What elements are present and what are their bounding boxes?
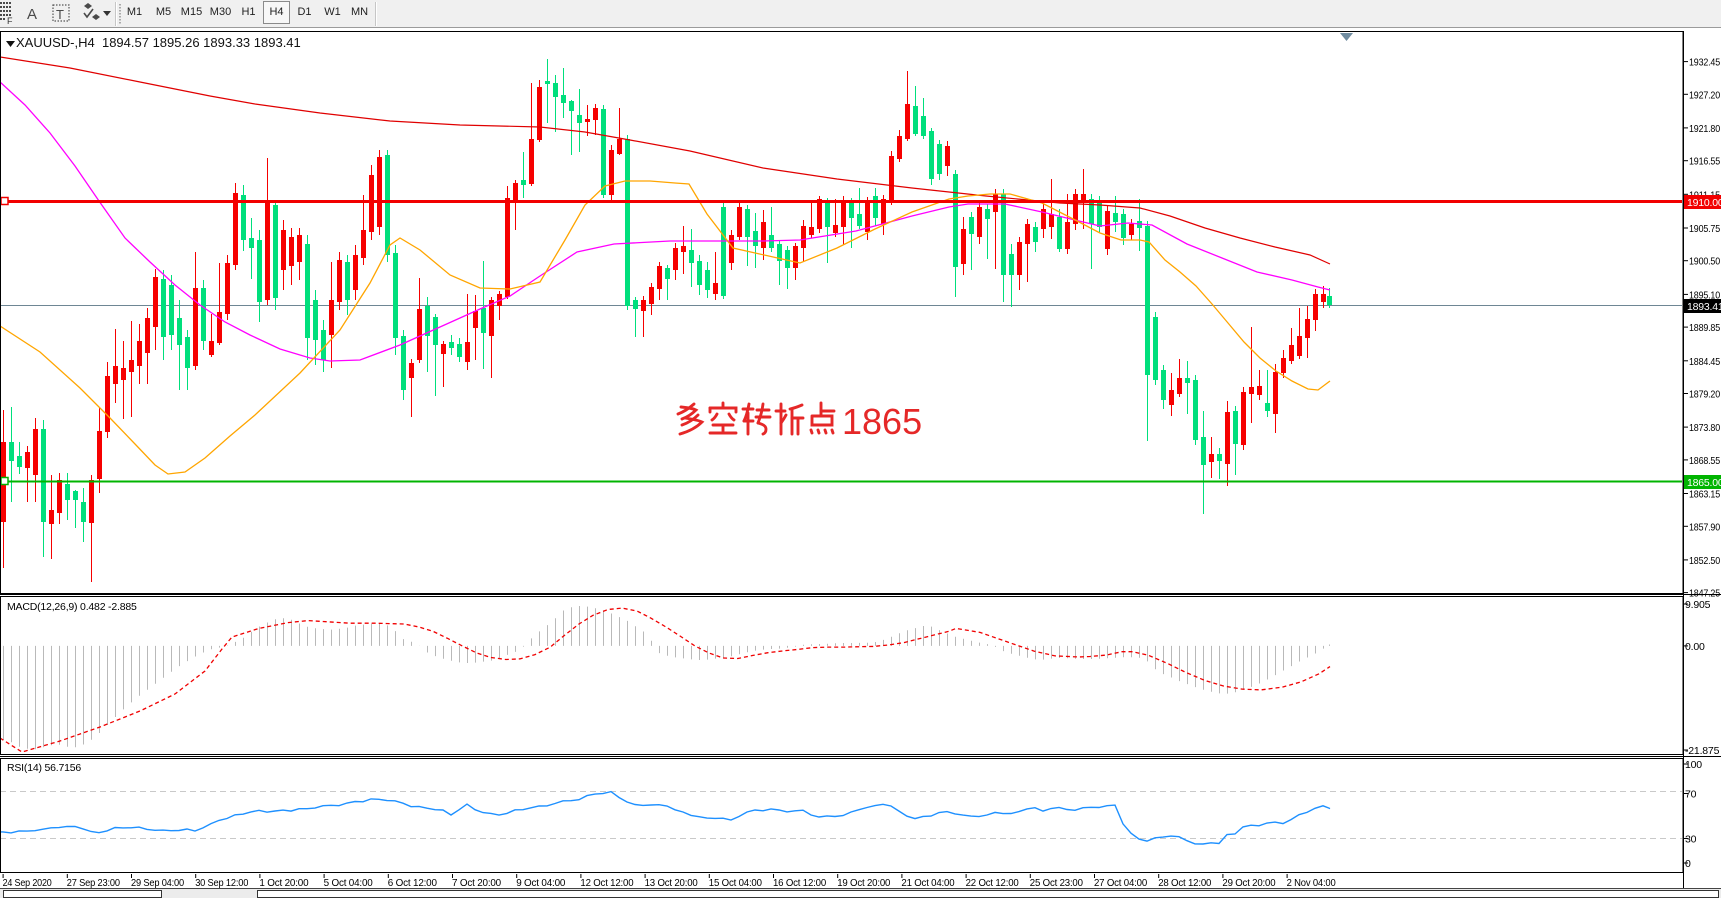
svg-text:6 Oct 12:00: 6 Oct 12:00 (388, 877, 437, 889)
svg-text:1895.10: 1895.10 (1689, 289, 1720, 301)
svg-text:9.905: 9.905 (1685, 599, 1711, 611)
svg-text:1868.55: 1868.55 (1689, 455, 1720, 467)
svg-text:2 Nov 04:00: 2 Nov 04:00 (1287, 877, 1336, 889)
svg-text:13 Oct 20:00: 13 Oct 20:00 (645, 877, 698, 889)
svg-text:21 Oct 04:00: 21 Oct 04:00 (901, 877, 954, 889)
svg-text:F: F (7, 16, 13, 26)
svg-text:25 Oct 23:00: 25 Oct 23:00 (1030, 877, 1083, 889)
svg-text:MACD(12,26,9) 0.482 -2.885: MACD(12,26,9) 0.482 -2.885 (7, 601, 137, 613)
svg-text:XAUUSD-,H4 1894.57 1895.26 18: XAUUSD-,H4 1894.57 1895.26 1893.33 1893.… (16, 35, 301, 50)
svg-text:9 Oct 04:00: 9 Oct 04:00 (516, 877, 565, 889)
svg-text:1932.45: 1932.45 (1689, 57, 1720, 69)
svg-text:A: A (27, 6, 37, 23)
svg-text:16 Oct 12:00: 16 Oct 12:00 (773, 877, 826, 889)
svg-text:100: 100 (1685, 759, 1702, 771)
svg-text:1873.80: 1873.80 (1689, 422, 1720, 434)
svg-text:1893.41: 1893.41 (1687, 301, 1721, 313)
svg-text:1857.90: 1857.90 (1689, 521, 1720, 533)
svg-text:1 Oct 20:00: 1 Oct 20:00 (259, 877, 308, 889)
svg-text:12 Oct 12:00: 12 Oct 12:00 (580, 877, 633, 889)
svg-text:1852.50: 1852.50 (1689, 555, 1720, 567)
svg-text:1863.15: 1863.15 (1689, 489, 1720, 501)
svg-text:0.00: 0.00 (1685, 641, 1705, 653)
svg-text:29 Sep 04:00: 29 Sep 04:00 (131, 877, 184, 889)
svg-text:1927.20: 1927.20 (1689, 89, 1720, 101)
svg-text:15 Oct 04:00: 15 Oct 04:00 (709, 877, 762, 889)
svg-text:27 Oct 04:00: 27 Oct 04:00 (1094, 877, 1147, 889)
svg-text:1900.50: 1900.50 (1689, 256, 1720, 268)
svg-text:1847.25: 1847.25 (1689, 588, 1720, 600)
svg-text:1905.75: 1905.75 (1689, 223, 1720, 235)
svg-text:1910.00: 1910.00 (1687, 197, 1721, 209)
svg-text:19 Oct 20:00: 19 Oct 20:00 (837, 877, 890, 889)
svg-text:27 Sep 23:00: 27 Sep 23:00 (67, 877, 120, 889)
svg-text:1916.55: 1916.55 (1689, 156, 1720, 168)
svg-text:1884.45: 1884.45 (1689, 356, 1720, 368)
svg-text:0: 0 (1685, 858, 1691, 870)
svg-text:30: 30 (1685, 834, 1697, 846)
svg-text:1865: 1865 (842, 401, 922, 442)
svg-text:1921.80: 1921.80 (1689, 123, 1720, 135)
svg-text:70: 70 (1685, 789, 1697, 801)
svg-text:22 Oct 12:00: 22 Oct 12:00 (966, 877, 1019, 889)
svg-text:1865.00: 1865.00 (1687, 477, 1721, 489)
svg-text:30 Sep 12:00: 30 Sep 12:00 (195, 877, 248, 889)
svg-text:-21.875: -21.875 (1685, 745, 1720, 757)
svg-text:T: T (56, 7, 64, 22)
svg-text:24 Sep 2020: 24 Sep 2020 (3, 877, 52, 889)
svg-text:1889.85: 1889.85 (1689, 322, 1720, 334)
svg-text:RSI(14) 56.7156: RSI(14) 56.7156 (7, 762, 81, 774)
svg-text:1879.20: 1879.20 (1689, 389, 1720, 401)
svg-text:28 Oct 12:00: 28 Oct 12:00 (1158, 877, 1211, 889)
svg-text:5 Oct 04:00: 5 Oct 04:00 (324, 877, 373, 889)
svg-text:7 Oct 20:00: 7 Oct 20:00 (452, 877, 501, 889)
svg-text:29 Oct 20:00: 29 Oct 20:00 (1222, 877, 1275, 889)
